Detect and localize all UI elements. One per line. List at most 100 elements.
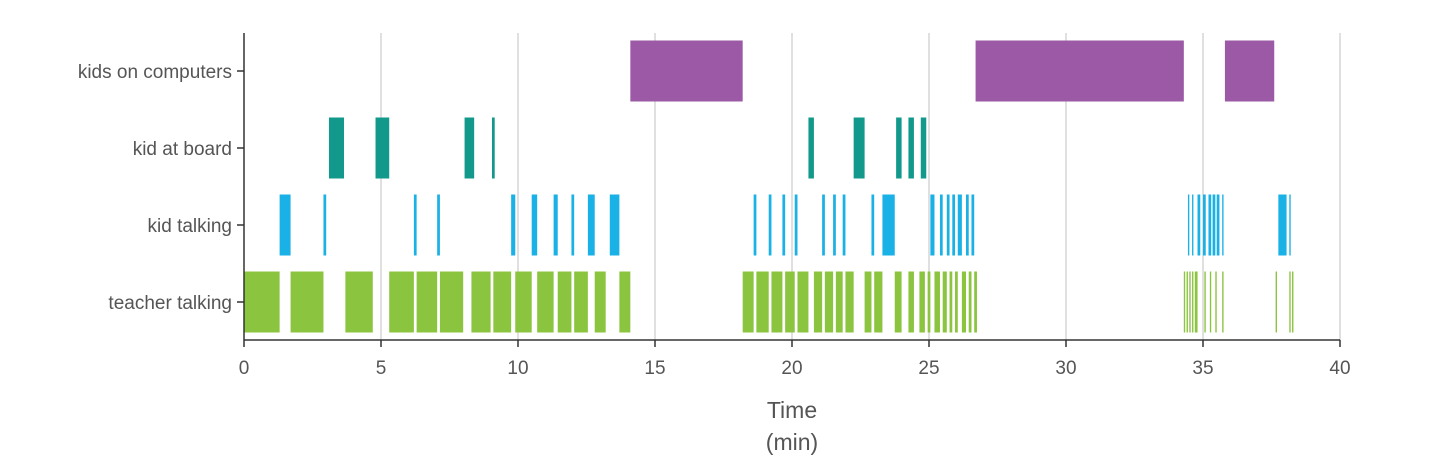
bar-teacher-talking	[813, 271, 823, 333]
bar-teacher-talking	[845, 271, 854, 333]
bar-kid-talking	[437, 194, 440, 256]
bar-kid-talking	[587, 194, 595, 256]
bar-teacher-talking	[835, 271, 843, 333]
bar-kid-talking	[842, 194, 846, 256]
x-axis-title: Time	[767, 397, 817, 423]
bar-teacher-talking	[1289, 271, 1291, 333]
bar-kid-talking	[1222, 194, 1224, 256]
bar-kid-talking	[1187, 194, 1190, 256]
bar-kid-at-board	[808, 117, 814, 179]
bar-kid-talking	[323, 194, 327, 256]
category-label: teacher talking	[108, 293, 232, 314]
x-tick-label: 40	[1329, 358, 1350, 379]
bar-kid-talking	[930, 194, 935, 256]
bar-kid-talking	[609, 194, 620, 256]
x-tick-label: 25	[918, 358, 939, 379]
bar-teacher-talking	[594, 271, 606, 333]
bar-teacher-talking	[1186, 271, 1188, 333]
bar-kid-talking	[279, 194, 291, 256]
category-label: kids on computers	[78, 62, 232, 83]
bar-teacher-talking	[756, 271, 769, 333]
bar-kid-talking	[946, 194, 950, 256]
bar-kid-talking	[1278, 194, 1287, 256]
bar-kid-talking	[413, 194, 417, 256]
labels: 0 5 10 15 20 25 30 35 40 kids on computers kid at …	[78, 62, 1351, 379]
bar-teacher-talking	[949, 271, 953, 333]
bar-teacher-talking	[942, 271, 947, 333]
bar-teacher-talking	[1194, 271, 1198, 333]
bar-teacher-talking	[1292, 271, 1294, 333]
bar-teacher-talking	[797, 271, 809, 333]
bar-kid-talking	[1208, 194, 1212, 256]
bar-teacher-talking	[619, 271, 631, 333]
bar-kid-talking	[1212, 194, 1216, 256]
bar-teacher-talking	[1204, 271, 1206, 333]
bar-kid-at-board	[908, 117, 914, 179]
bar-kid-talking	[833, 194, 836, 256]
bar-kid-at-board	[896, 117, 902, 179]
bar-teacher-talking	[1222, 271, 1224, 333]
category-label: kid talking	[148, 216, 233, 237]
bar-teacher-talking	[1192, 271, 1194, 333]
bar-teacher-talking	[974, 271, 977, 333]
bar-kid-talking	[1216, 194, 1220, 256]
bar-kids-on-computers	[630, 40, 743, 102]
bar-kid-talking	[1192, 194, 1194, 256]
activity-bars	[244, 40, 1294, 333]
bar-kid-talking	[957, 194, 962, 256]
bar-kid-talking	[822, 194, 825, 256]
bar-teacher-talking	[927, 271, 931, 333]
bar-teacher-talking	[389, 271, 414, 333]
bar-kid-talking	[965, 194, 969, 256]
bar-teacher-talking	[244, 271, 280, 333]
bar-teacher-talking	[908, 271, 914, 333]
bar-kids-on-computers	[1224, 40, 1275, 102]
bar-teacher-talking	[864, 271, 872, 333]
bar-kid-talking	[939, 194, 943, 256]
bar-kid-at-board	[464, 117, 475, 179]
bar-teacher-talking	[471, 271, 491, 333]
bar-teacher-talking	[1183, 271, 1186, 333]
bar-kid-at-board	[920, 117, 927, 179]
bar-teacher-talking	[1189, 271, 1191, 333]
bar-kid-talking	[782, 194, 786, 256]
category-label: kid at board	[133, 139, 232, 160]
bar-kid-talking	[553, 194, 558, 256]
bar-kid-talking	[531, 194, 538, 256]
bar-kid-talking	[952, 194, 956, 256]
bar-kid-talking	[882, 194, 895, 256]
bar-teacher-talking	[416, 271, 438, 333]
bar-kid-talking	[1197, 194, 1201, 256]
bar-teacher-talking	[1275, 271, 1277, 333]
bar-teacher-talking	[919, 271, 925, 333]
bar-teacher-talking	[785, 271, 795, 333]
bar-kid-talking	[511, 194, 516, 256]
bar-teacher-talking	[874, 271, 883, 333]
bar-teacher-talking	[824, 271, 834, 333]
bar-teacher-talking	[345, 271, 373, 333]
x-tick-label: 20	[781, 358, 802, 379]
bar-teacher-talking	[894, 271, 902, 333]
bar-teacher-talking	[515, 271, 532, 333]
bar-kid-talking	[753, 194, 757, 256]
bar-teacher-talking	[537, 271, 554, 333]
bar-kid-at-board	[328, 117, 345, 179]
bar-teacher-talking	[934, 271, 940, 333]
x-tick-label: 15	[644, 358, 665, 379]
bar-kid-at-board	[853, 117, 865, 179]
bar-kids-on-computers	[975, 40, 1184, 102]
bar-teacher-talking	[1215, 271, 1217, 333]
bar-teacher-talking	[557, 271, 572, 333]
bar-kid-talking	[794, 194, 798, 256]
x-tick-label: 0	[239, 358, 250, 379]
bar-kid-talking	[768, 194, 772, 256]
bar-teacher-talking	[961, 271, 966, 333]
bar-teacher-talking	[493, 271, 512, 333]
x-tick-label: 10	[507, 358, 528, 379]
bar-teacher-talking	[955, 271, 958, 333]
bar-teacher-talking	[771, 271, 783, 333]
x-tick-label: 30	[1055, 358, 1076, 379]
x-tick-label: 35	[1192, 358, 1213, 379]
bar-teacher-talking	[968, 271, 972, 333]
